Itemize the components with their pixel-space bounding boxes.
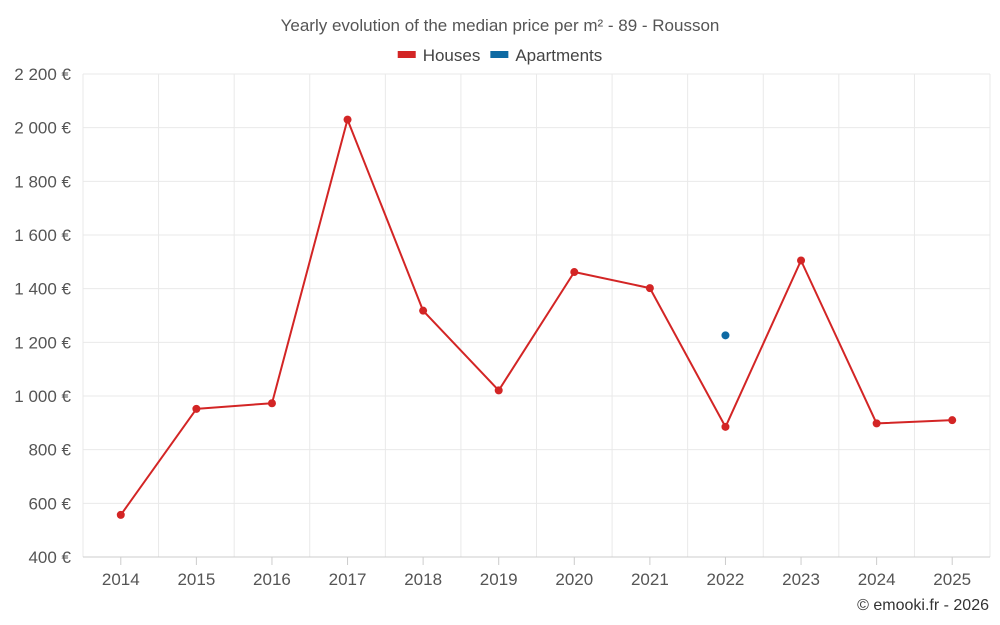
data-point-houses-2020[interactable] xyxy=(570,268,579,277)
y-tick-label: 800 € xyxy=(28,441,71,460)
series-houses xyxy=(116,115,957,519)
legend-label-apartments: Apartments xyxy=(515,46,602,65)
y-tick-label: 1 200 € xyxy=(14,333,71,352)
legend-item-apartments[interactable]: Apartments xyxy=(490,46,602,65)
x-tick-label: 2025 xyxy=(933,570,971,589)
data-point-houses-2022[interactable] xyxy=(721,422,730,431)
x-tick-label: 2021 xyxy=(631,570,669,589)
y-tick-label: 1 600 € xyxy=(14,226,71,245)
legend-swatch-apartments xyxy=(490,51,509,58)
data-point-houses-2015[interactable] xyxy=(192,404,201,413)
x-tick-label: 2022 xyxy=(707,570,745,589)
y-tick-label: 1 000 € xyxy=(14,387,71,406)
data-point-houses-2021[interactable] xyxy=(645,284,654,293)
axes: 400 € 600 € 800 € 1 000 € 1 200 € 1 400 € 1 60… xyxy=(14,65,990,589)
legend-item-houses[interactable]: Houses xyxy=(397,46,481,65)
series xyxy=(116,115,957,519)
x-tick-label: 2023 xyxy=(782,570,820,589)
data-point-houses-2014[interactable] xyxy=(116,510,125,519)
x-tick-label: 2014 xyxy=(102,570,140,589)
data-point-houses-2018[interactable] xyxy=(419,306,428,315)
grid xyxy=(82,73,991,557)
legend[interactable]: Houses Apartments xyxy=(397,46,603,65)
y-tick-label: 2 200 € xyxy=(14,65,71,84)
legend-label-houses: Houses xyxy=(423,46,481,65)
x-tick-label: 2024 xyxy=(858,570,896,589)
data-point-houses-2025[interactable] xyxy=(948,416,957,425)
data-point-houses-2024[interactable] xyxy=(872,419,881,428)
x-tick-label: 2017 xyxy=(329,570,367,589)
data-point-houses-2017[interactable] xyxy=(343,115,352,124)
y-tick-label: 2 000 € xyxy=(14,119,71,138)
legend-swatch-houses xyxy=(397,51,416,58)
data-point-houses-2016[interactable] xyxy=(267,399,276,408)
credit-label: © emooki.fr - 2026 xyxy=(857,597,989,614)
chart-title: Yearly evolution of the median price per… xyxy=(281,16,720,35)
series-line-houses xyxy=(119,118,953,516)
data-point-apartments-2022[interactable] xyxy=(721,331,730,340)
x-tick-label: 2015 xyxy=(177,570,215,589)
y-tick-label: 600 € xyxy=(28,494,71,513)
y-tick-label: 400 € xyxy=(28,548,71,567)
y-tick-label: 1 800 € xyxy=(14,172,71,191)
data-point-houses-2019[interactable] xyxy=(494,386,503,395)
x-tick-label: 2016 xyxy=(253,570,291,589)
x-tick-label: 2018 xyxy=(404,570,442,589)
series-apartments xyxy=(721,331,730,340)
x-tick-label: 2019 xyxy=(480,570,518,589)
data-point-houses-2023[interactable] xyxy=(797,256,806,265)
x-tick-label: 2020 xyxy=(555,570,593,589)
y-tick-label: 1 400 € xyxy=(14,280,71,299)
